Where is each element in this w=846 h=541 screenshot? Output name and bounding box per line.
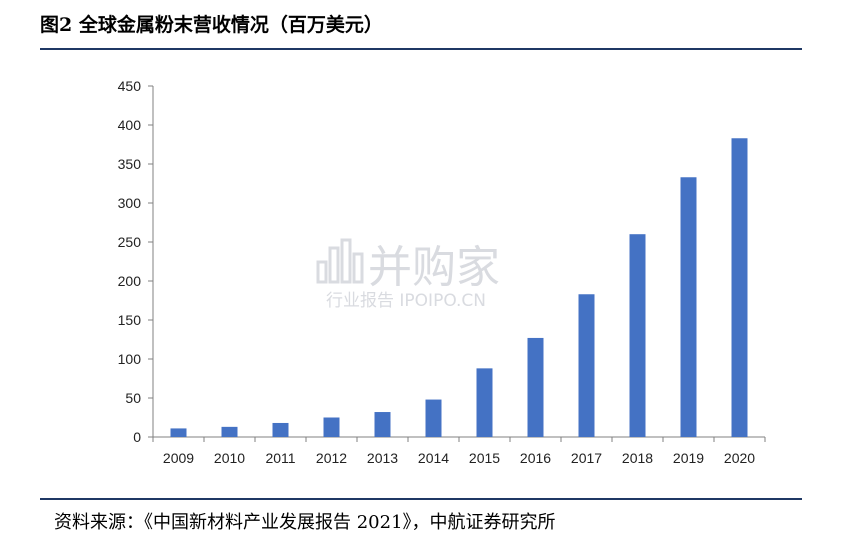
bar	[374, 412, 391, 437]
x-tick-label: 2018	[622, 450, 653, 466]
x-tick-label: 2011	[265, 450, 295, 466]
watermark-logo-icon	[316, 238, 364, 284]
x-tick-label: 2020	[724, 450, 755, 466]
x-tick-label: 2015	[469, 450, 500, 466]
bar	[170, 428, 187, 437]
x-tick-label: 2017	[571, 450, 602, 466]
y-tick-label: 350	[118, 156, 142, 172]
top-rule	[40, 48, 802, 50]
bar	[323, 417, 340, 437]
bar	[221, 426, 238, 437]
x-tick-label: 2013	[367, 450, 398, 466]
watermark-main: 并购家	[368, 242, 500, 293]
x-tick-label: 2019	[673, 450, 704, 466]
x-tick-label: 2014	[418, 450, 449, 466]
y-tick-label: 400	[118, 117, 142, 133]
y-tick-label: 0	[133, 429, 141, 445]
bar	[476, 368, 493, 437]
watermark-sub: 行业报告 IPOIPO.CN	[326, 291, 486, 311]
y-tick-label: 100	[118, 351, 142, 367]
bar	[578, 294, 595, 437]
watermark: 并购家 行业报告 IPOIPO.CN	[316, 238, 500, 311]
x-tick-label: 2009	[163, 450, 194, 466]
y-tick-label: 200	[118, 273, 142, 289]
y-tick-label: 300	[118, 195, 142, 211]
y-tick-label: 450	[118, 78, 142, 94]
y-tick-label: 150	[118, 312, 142, 328]
bar-chart: 并购家 行业报告 IPOIPO.CN 0 50 100 150 200 250 300 350…	[118, 78, 766, 466]
bar	[527, 337, 544, 437]
bar	[272, 422, 289, 437]
bar	[731, 138, 748, 437]
figure-title: 图2 全球金属粉末营收情况（百万美元）	[40, 14, 383, 36]
y-tick-label: 250	[118, 234, 142, 250]
bar	[629, 234, 646, 437]
bar	[425, 399, 442, 437]
x-tick-label: 2010	[214, 450, 245, 466]
x-tick-label: 2016	[520, 450, 551, 466]
figure-source: 资料来源：《中国新材料产业发展报告 2021》，中航证券研究所	[54, 512, 556, 533]
x-tick-label: 2012	[316, 450, 347, 466]
bottom-rule	[40, 498, 802, 500]
bar	[680, 177, 697, 437]
y-tick-label: 50	[125, 390, 141, 406]
plot-area: 0 50 100 150 200 250 300 350 400 450 2009 2010 2011 2…	[118, 78, 766, 466]
